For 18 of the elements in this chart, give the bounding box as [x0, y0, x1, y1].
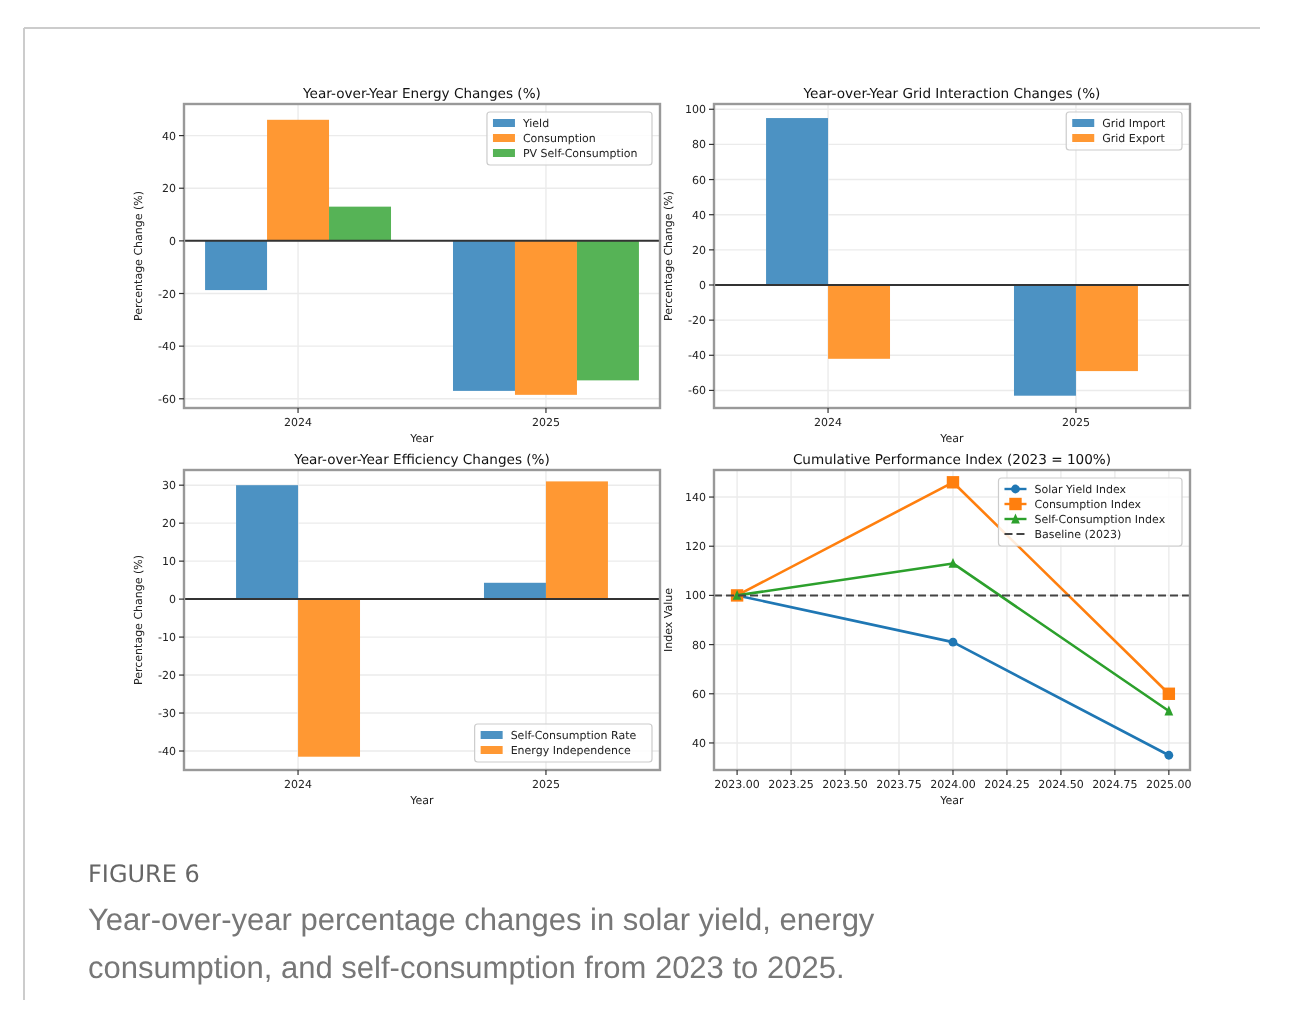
- bar: [514, 240, 577, 395]
- bar: [545, 481, 608, 600]
- bar: [329, 206, 392, 241]
- bar: [298, 599, 361, 757]
- point: [1162, 687, 1176, 700]
- point: [948, 558, 958, 568]
- text: Year-over-year percentage changes in solar yield, energy consumption, and self-consumption from 2023 to 2025.: [88, 904, 875, 986]
- bar: [452, 240, 515, 391]
- point: [1164, 750, 1174, 760]
- point: [946, 476, 960, 489]
- point: [1164, 705, 1174, 716]
- bar: [576, 240, 639, 381]
- bar: [267, 119, 330, 241]
- bar: [205, 240, 268, 291]
- bar: [483, 582, 546, 600]
- point: [948, 637, 958, 647]
- bar: [236, 485, 299, 600]
- caption: FIGURE 6: [88, 860, 200, 888]
